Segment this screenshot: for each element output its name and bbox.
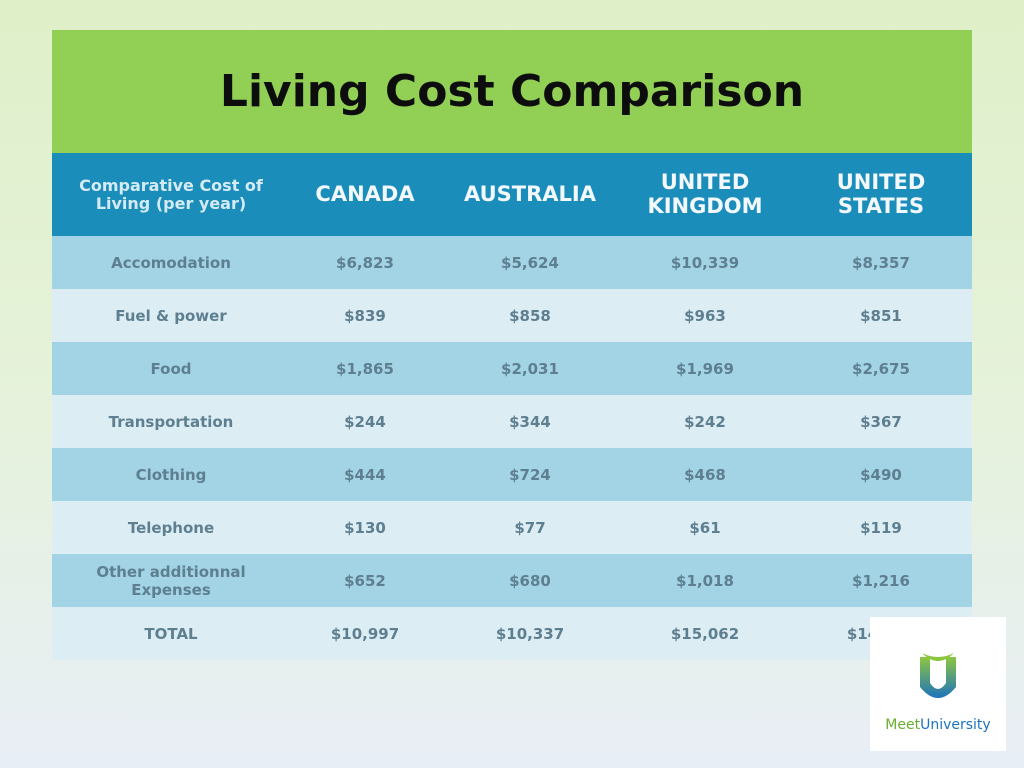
table-row: Transportation $244 $344 $242 $367	[52, 395, 972, 448]
header-cell: UNITED KINGDOM	[620, 153, 790, 236]
header-cell: AUSTRALIA	[440, 153, 620, 236]
table-row: Telephone $130 $77 $61 $119	[52, 501, 972, 554]
cost-cell: $2,031	[440, 342, 620, 395]
table-row: Fuel & power $839 $858 $963 $851	[52, 289, 972, 342]
cost-cell: $652	[290, 554, 440, 607]
cost-cell: $1,865	[290, 342, 440, 395]
title-band: Living Cost Comparison	[52, 30, 972, 153]
cost-cell: $2,675	[790, 342, 972, 395]
table-row: Other additionnal Expenses $652 $680 $1,018…	[52, 554, 972, 607]
header-cell: Comparative Cost of Living (per year)	[52, 153, 290, 236]
cost-cell: $8,357	[790, 236, 972, 289]
cost-cell: $344	[440, 395, 620, 448]
header-cell: CANADA	[290, 153, 440, 236]
cost-cell: $444	[290, 448, 440, 501]
slide-title: Living Cost Comparison	[219, 66, 805, 117]
cost-cell: $490	[790, 448, 972, 501]
cost-cell: $839	[290, 289, 440, 342]
cost-table: Comparative Cost of Living (per year) CAN…	[52, 153, 972, 660]
row-label: Transportation	[52, 395, 290, 448]
header-row: Comparative Cost of Living (per year) CAN…	[52, 153, 972, 236]
cost-cell: $680	[440, 554, 620, 607]
cost-cell: $858	[440, 289, 620, 342]
logo-text-meet: Meet	[885, 717, 921, 733]
row-label: Accomodation	[52, 236, 290, 289]
logo: MeetUniversity	[870, 617, 1006, 751]
table-row: Accomodation $6,823 $5,624 $10,339 $8,357	[52, 236, 972, 289]
table-row: Clothing $444 $724 $468 $490	[52, 448, 972, 501]
cost-cell: $10,997	[290, 607, 440, 660]
cost-cell: $851	[790, 289, 972, 342]
cost-cell: $130	[290, 501, 440, 554]
cost-cell: $242	[620, 395, 790, 448]
cost-cell: $6,823	[290, 236, 440, 289]
cost-cell: $724	[440, 448, 620, 501]
cost-cell: $1,216	[790, 554, 972, 607]
table-row: Food $1,865 $2,031 $1,969 $2,675	[52, 342, 972, 395]
cost-cell: $244	[290, 395, 440, 448]
logo-mark	[920, 653, 956, 698]
row-label: Fuel & power	[52, 289, 290, 342]
header-cell: UNITED STATES	[790, 153, 972, 236]
cost-cell: $61	[620, 501, 790, 554]
cost-cell: $5,624	[440, 236, 620, 289]
cost-cell: $1,018	[620, 554, 790, 607]
cost-cell: $963	[620, 289, 790, 342]
cost-cell: $15,062	[620, 607, 790, 660]
logo-text: MeetUniversity	[870, 717, 1006, 733]
cost-cell: $119	[790, 501, 972, 554]
cost-cell: $468	[620, 448, 790, 501]
cost-cell: $10,337	[440, 607, 620, 660]
row-label: TOTAL	[52, 607, 290, 660]
logo-text-university: University	[920, 717, 991, 733]
cost-cell: $1,969	[620, 342, 790, 395]
row-label: Clothing	[52, 448, 290, 501]
row-label: Telephone	[52, 501, 290, 554]
cost-cell: $77	[440, 501, 620, 554]
cost-cell: $10,339	[620, 236, 790, 289]
row-label: Other additionnal Expenses	[52, 554, 290, 607]
row-label: Food	[52, 342, 290, 395]
table-row: TOTAL$10,997$10,337$15,062$14,076	[52, 607, 972, 660]
cost-cell: $367	[790, 395, 972, 448]
